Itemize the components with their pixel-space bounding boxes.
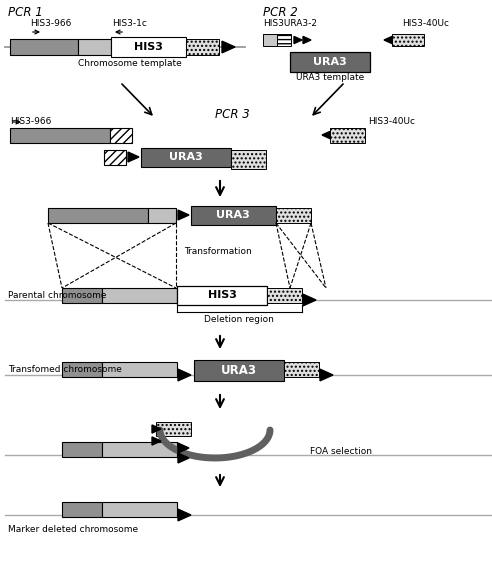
Bar xyxy=(104,150,126,165)
Polygon shape xyxy=(294,36,302,44)
Text: HIS3-966: HIS3-966 xyxy=(10,117,51,126)
Bar xyxy=(48,208,148,223)
Bar xyxy=(231,150,266,169)
Text: HIS3-966: HIS3-966 xyxy=(30,19,71,28)
Bar xyxy=(267,288,302,303)
Text: Transfomed chromosome: Transfomed chromosome xyxy=(8,366,122,374)
Bar xyxy=(102,502,177,517)
Text: HIS3: HIS3 xyxy=(133,42,162,52)
Bar xyxy=(284,362,319,377)
Text: Chromosome template: Chromosome template xyxy=(78,58,182,67)
Polygon shape xyxy=(178,453,189,463)
Polygon shape xyxy=(152,437,161,445)
Text: URA3 template: URA3 template xyxy=(296,73,364,82)
Bar xyxy=(62,288,102,303)
Bar xyxy=(62,502,102,517)
Text: HIS3-40Uc: HIS3-40Uc xyxy=(402,19,449,28)
Bar xyxy=(263,34,277,46)
Bar xyxy=(276,208,311,223)
Bar xyxy=(62,442,102,457)
Text: PCR 3: PCR 3 xyxy=(215,108,249,121)
Polygon shape xyxy=(222,41,235,53)
Bar xyxy=(186,39,219,55)
Text: Marker deleted chromosome: Marker deleted chromosome xyxy=(8,526,138,535)
Text: HIS3-40Uc: HIS3-40Uc xyxy=(368,117,415,126)
Bar xyxy=(78,39,111,55)
Polygon shape xyxy=(128,152,139,162)
Polygon shape xyxy=(303,36,311,44)
Bar xyxy=(290,52,370,72)
Polygon shape xyxy=(178,369,191,381)
Polygon shape xyxy=(152,425,161,433)
Bar xyxy=(156,422,191,436)
Text: HIS3URA3-2: HIS3URA3-2 xyxy=(263,19,317,28)
Bar xyxy=(194,360,284,381)
Bar xyxy=(102,288,177,303)
Bar xyxy=(62,362,102,377)
Bar xyxy=(102,362,177,377)
Bar xyxy=(148,208,176,223)
Polygon shape xyxy=(303,294,316,306)
Bar xyxy=(110,128,132,143)
Polygon shape xyxy=(320,369,333,381)
Bar xyxy=(392,34,424,46)
Text: URA3: URA3 xyxy=(313,57,347,67)
Bar xyxy=(10,128,110,143)
Text: Transformation: Transformation xyxy=(184,248,252,256)
Text: URA3: URA3 xyxy=(221,363,257,376)
Polygon shape xyxy=(384,36,392,44)
Bar xyxy=(330,128,365,143)
Bar xyxy=(141,148,231,167)
Polygon shape xyxy=(178,509,191,521)
Polygon shape xyxy=(178,443,189,453)
Bar xyxy=(191,206,276,225)
Text: HIS3-1c: HIS3-1c xyxy=(112,19,147,28)
Text: PCR 2: PCR 2 xyxy=(263,6,298,19)
Bar xyxy=(111,37,186,57)
Bar xyxy=(177,286,267,305)
Text: HIS3: HIS3 xyxy=(208,290,237,300)
Polygon shape xyxy=(178,210,189,220)
Bar xyxy=(102,442,177,457)
Text: URA3: URA3 xyxy=(216,210,250,220)
Bar xyxy=(10,39,78,55)
Text: FOA selection: FOA selection xyxy=(310,447,372,456)
Bar xyxy=(277,34,291,46)
Text: PCR 1: PCR 1 xyxy=(8,6,43,19)
Text: Parental chromosome: Parental chromosome xyxy=(8,290,106,299)
Text: Deletion region: Deletion region xyxy=(204,315,274,324)
Text: URA3: URA3 xyxy=(169,152,203,162)
Polygon shape xyxy=(322,132,330,138)
